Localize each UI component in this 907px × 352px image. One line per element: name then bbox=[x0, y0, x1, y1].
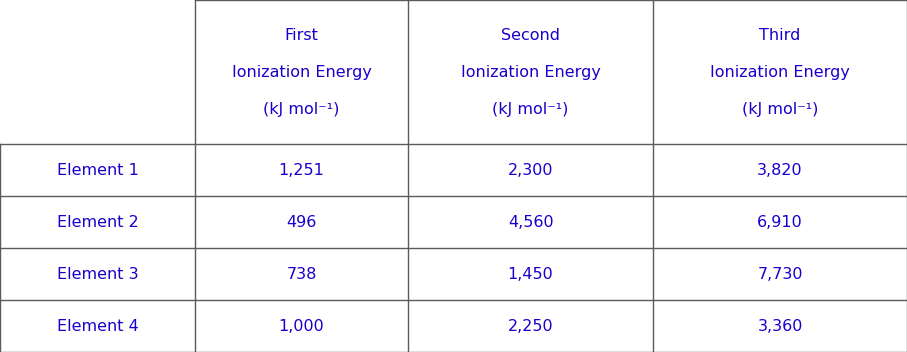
Text: Second: Second bbox=[501, 28, 561, 43]
Text: (kJ mol⁻¹): (kJ mol⁻¹) bbox=[263, 102, 340, 117]
Text: Element 1: Element 1 bbox=[56, 163, 139, 178]
Text: First: First bbox=[285, 28, 318, 43]
Text: 7,730: 7,730 bbox=[757, 266, 803, 282]
Text: Third: Third bbox=[759, 28, 801, 43]
Text: 1,251: 1,251 bbox=[278, 163, 325, 178]
Text: 1,000: 1,000 bbox=[278, 319, 325, 334]
Text: 3,820: 3,820 bbox=[757, 163, 803, 178]
Text: Ionization Energy: Ionization Energy bbox=[231, 65, 372, 80]
Text: 2,300: 2,300 bbox=[508, 163, 553, 178]
Text: 496: 496 bbox=[287, 215, 317, 230]
Text: Element 4: Element 4 bbox=[56, 319, 139, 334]
Text: (kJ mol⁻¹): (kJ mol⁻¹) bbox=[742, 102, 818, 117]
Text: Element 2: Element 2 bbox=[56, 215, 139, 230]
Text: Ionization Energy: Ionization Energy bbox=[710, 65, 850, 80]
Text: 2,250: 2,250 bbox=[508, 319, 553, 334]
Text: Ionization Energy: Ionization Energy bbox=[461, 65, 600, 80]
Text: (kJ mol⁻¹): (kJ mol⁻¹) bbox=[493, 102, 569, 117]
Text: 3,360: 3,360 bbox=[757, 319, 803, 334]
Text: 738: 738 bbox=[287, 266, 317, 282]
Text: 6,910: 6,910 bbox=[757, 215, 803, 230]
Text: 4,560: 4,560 bbox=[508, 215, 553, 230]
Text: Element 3: Element 3 bbox=[57, 266, 138, 282]
Text: 1,450: 1,450 bbox=[508, 266, 553, 282]
